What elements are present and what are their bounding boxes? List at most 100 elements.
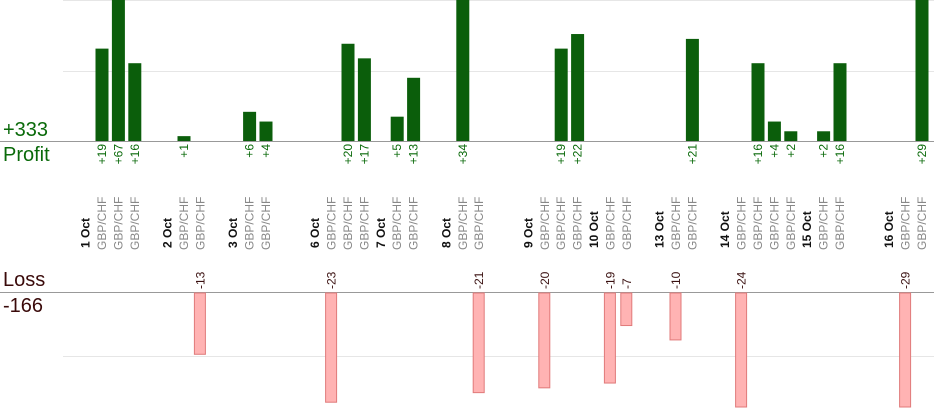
profit-bar bbox=[259, 121, 273, 141]
pair-label: GBP/CHF bbox=[390, 197, 404, 250]
profit-bar bbox=[390, 116, 404, 141]
pair-label: GBP/CHF bbox=[554, 197, 568, 250]
date-label: 1 Oct bbox=[79, 218, 93, 248]
loss-bar bbox=[325, 292, 338, 403]
pair-label: GBP/CHF bbox=[95, 197, 109, 250]
pair-label: GBP/CHF bbox=[538, 197, 552, 250]
pair-label: GBP/CHF bbox=[177, 197, 191, 250]
date-label: 8 Oct bbox=[439, 218, 453, 248]
loss-value-label: -23 bbox=[325, 271, 339, 289]
profit-bar bbox=[456, 0, 470, 141]
pair-label: GBP/CHF bbox=[767, 197, 781, 250]
profit-bar bbox=[341, 43, 355, 141]
profit-bar bbox=[751, 63, 765, 142]
profit-bar bbox=[407, 77, 421, 141]
pair-label: GBP/CHF bbox=[899, 197, 913, 250]
profit-bar bbox=[767, 121, 781, 141]
profit-value-label: +2 bbox=[784, 144, 798, 158]
loss-bar bbox=[735, 292, 748, 408]
pair-label: GBP/CHF bbox=[603, 197, 617, 250]
pair-label: GBP/CHF bbox=[620, 197, 634, 250]
loss-value-label: -7 bbox=[620, 278, 634, 289]
date-label: 7 Oct bbox=[374, 218, 388, 248]
profit-value-label: +16 bbox=[833, 144, 847, 165]
date-label: 13 Oct bbox=[653, 211, 667, 248]
loss-label: Loss bbox=[3, 269, 46, 291]
pair-label: GBP/CHF bbox=[915, 197, 929, 250]
profit-value-label: +16 bbox=[751, 144, 765, 165]
loss-bar bbox=[669, 292, 682, 341]
profit-value-label: +4 bbox=[259, 144, 273, 158]
loss-value-label: -21 bbox=[472, 271, 486, 289]
profit-value-label: +17 bbox=[357, 144, 371, 165]
date-label: 16 Oct bbox=[882, 211, 896, 248]
pair-label: GBP/CHF bbox=[685, 197, 699, 250]
loss-value-label: -29 bbox=[899, 271, 913, 289]
date-label: 10 Oct bbox=[587, 211, 601, 248]
pair-label: GBP/CHF bbox=[751, 197, 765, 250]
date-label: 2 Oct bbox=[161, 218, 175, 248]
profit-bar bbox=[243, 111, 257, 141]
profit-bar bbox=[128, 63, 142, 142]
loss-value-label: -10 bbox=[669, 271, 683, 289]
date-label: 15 Oct bbox=[800, 211, 814, 248]
profit-value-label: +29 bbox=[915, 144, 929, 165]
pair-label: GBP/CHF bbox=[472, 197, 486, 250]
pair-label: GBP/CHF bbox=[111, 197, 125, 250]
profit-bar bbox=[571, 34, 585, 141]
pair-label: GBP/CHF bbox=[669, 197, 683, 250]
loss-value-label: -13 bbox=[193, 271, 207, 289]
pair-label: GBP/CHF bbox=[341, 197, 355, 250]
loss-total: -166 bbox=[3, 295, 44, 317]
loss-bar bbox=[899, 292, 912, 408]
profit-value-label: +19 bbox=[95, 144, 109, 165]
profit-value-label: +19 bbox=[554, 144, 568, 165]
loss-bar bbox=[603, 292, 616, 384]
profit-bar bbox=[554, 48, 568, 141]
pair-label: GBP/CHF bbox=[325, 197, 339, 250]
loss-value-label: -20 bbox=[538, 271, 552, 289]
pair-label: GBP/CHF bbox=[243, 197, 257, 250]
profit-bar bbox=[95, 48, 109, 141]
profit-bar bbox=[177, 136, 191, 141]
loss-bar bbox=[538, 292, 551, 389]
loss-bar bbox=[620, 292, 633, 327]
loss-bar bbox=[472, 292, 485, 394]
profit-value-label: +4 bbox=[767, 144, 781, 158]
profit-label: Profit bbox=[3, 144, 50, 166]
pair-label: GBP/CHF bbox=[407, 197, 421, 250]
profit-bar bbox=[685, 38, 699, 141]
pair-label: GBP/CHF bbox=[817, 197, 831, 250]
date-label: 9 Oct bbox=[521, 218, 535, 248]
date-label: 14 Oct bbox=[718, 211, 732, 248]
profit-bar bbox=[784, 131, 798, 141]
profit-value-label: +20 bbox=[341, 144, 355, 165]
pair-label: GBP/CHF bbox=[784, 197, 798, 250]
profit-value-label: +13 bbox=[407, 144, 421, 165]
profit-value-label: +6 bbox=[243, 144, 257, 158]
profit-value-label: +67 bbox=[111, 144, 125, 165]
profit-value-label: +22 bbox=[571, 144, 585, 165]
profit-bar bbox=[833, 63, 847, 142]
pair-label: GBP/CHF bbox=[571, 197, 585, 250]
profit-bar bbox=[817, 131, 831, 141]
pair-label: GBP/CHF bbox=[357, 197, 371, 250]
pair-label: GBP/CHF bbox=[456, 197, 470, 250]
profit-total: +333 bbox=[3, 119, 49, 141]
profit-value-label: +34 bbox=[456, 144, 470, 165]
date-label: 3 Oct bbox=[226, 218, 240, 248]
pair-label: GBP/CHF bbox=[193, 197, 207, 250]
profit-value-label: +5 bbox=[390, 144, 404, 158]
profit-value-label: +16 bbox=[128, 144, 142, 165]
pair-label: GBP/CHF bbox=[833, 197, 847, 250]
loss-value-label: -24 bbox=[735, 271, 749, 289]
loss-value-label: -19 bbox=[603, 271, 617, 289]
pair-label: GBP/CHF bbox=[259, 197, 273, 250]
profit-bar bbox=[111, 0, 125, 141]
date-label: 6 Oct bbox=[308, 218, 322, 248]
pair-label: GBP/CHF bbox=[128, 197, 142, 250]
profit-value-label: +2 bbox=[817, 144, 831, 158]
pair-label: GBP/CHF bbox=[735, 197, 749, 250]
profit-bar bbox=[915, 0, 929, 141]
